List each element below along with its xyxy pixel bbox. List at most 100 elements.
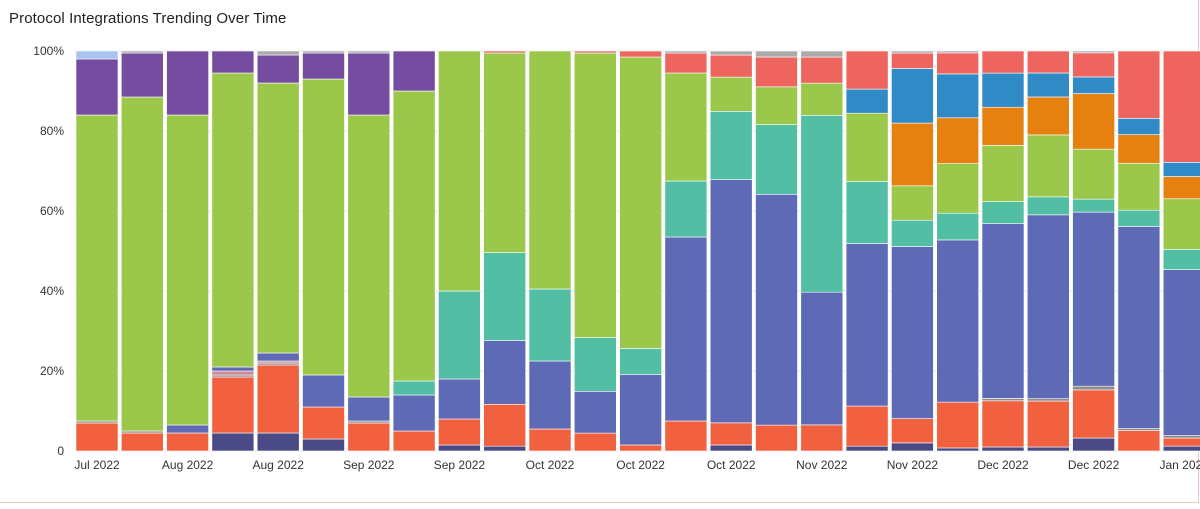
bar-segment-series-orange[interactable]	[981, 106, 1025, 146]
bar-segment-series-teal[interactable]	[800, 115, 844, 293]
bar-segment-series-dark-purple[interactable]	[936, 447, 980, 452]
bar-segment-series-blue[interactable]	[1162, 269, 1200, 436]
bar-segment-series-top-grey[interactable]	[1072, 50, 1115, 54]
bar-segment-series-blue[interactable]	[981, 223, 1025, 399]
bar-segment-series-blue[interactable]	[256, 352, 300, 362]
bar-segment-series-teal[interactable]	[981, 201, 1025, 224]
bar-segment-series-top-grey[interactable]	[256, 50, 300, 56]
bar-segment-series-top-grey[interactable]	[800, 50, 844, 58]
bar-segment-series-teal[interactable]	[619, 348, 662, 375]
bar-segment-series-grey[interactable]	[1072, 385, 1115, 391]
bar-segment-series-dark-purple[interactable]	[891, 442, 934, 452]
bar-segment-series-red[interactable]	[392, 430, 436, 452]
bar-segment-series-green[interactable]	[121, 96, 164, 432]
bar-segment-series-green[interactable]	[302, 78, 345, 376]
bar-segment-series-red[interactable]	[483, 403, 527, 447]
bar-segment-series-red[interactable]	[75, 422, 119, 452]
bar-segment-series-green[interactable]	[936, 163, 980, 214]
bar-segment-series-red[interactable]	[1162, 437, 1200, 447]
bar-segment-series-top-grey[interactable]	[347, 50, 391, 54]
bar-segment-series-blue[interactable]	[709, 179, 753, 424]
bar-segment-series-dark-purple[interactable]	[1027, 446, 1070, 452]
bar-segment-series-dark-purple[interactable]	[438, 444, 481, 452]
bar-segment-series-blue[interactable]	[800, 291, 844, 426]
bar-segment-series-red[interactable]	[709, 422, 753, 446]
bar-segment-series-red[interactable]	[1072, 389, 1115, 439]
bar-segment-series-teal[interactable]	[1162, 249, 1200, 270]
bar-segment-series-dark-purple[interactable]	[1162, 445, 1200, 452]
bar-segment-series-green[interactable]	[664, 72, 708, 182]
bar-segment-series-blue[interactable]	[845, 243, 889, 407]
bar-segment-series-dark-purple[interactable]	[1072, 437, 1115, 452]
bar-segment-series-grey[interactable]	[1117, 428, 1161, 431]
bar-segment-series-teal[interactable]	[936, 212, 980, 241]
bar-segment-series-cyan-blue[interactable]	[1162, 162, 1200, 177]
bar-segment-series-purple[interactable]	[121, 52, 164, 98]
bar-segment-series-red[interactable]	[573, 432, 617, 452]
bar-segment-series-cyan-blue[interactable]	[1027, 72, 1070, 98]
bar-segment-series-coral[interactable]	[1117, 50, 1161, 119]
bar-segment-series-blue[interactable]	[664, 236, 708, 422]
bar-segment-series-cyan-blue[interactable]	[891, 68, 934, 124]
bar-segment-series-top-grey[interactable]	[302, 50, 345, 54]
bar-segment-series-coral[interactable]	[936, 52, 980, 75]
bar-segment-series-teal[interactable]	[573, 337, 617, 392]
bar-segment-series-teal[interactable]	[392, 380, 436, 396]
bar-segment-series-dark-purple[interactable]	[709, 444, 753, 452]
bar-segment-series-dark-purple[interactable]	[256, 432, 300, 452]
bar-segment-series-blue[interactable]	[1072, 211, 1115, 387]
bar-segment-series-coral[interactable]	[1027, 50, 1070, 74]
bar-segment-series-red[interactable]	[1117, 430, 1161, 452]
bar-segment-series-red[interactable]	[528, 428, 572, 452]
bar-segment-series-green[interactable]	[800, 82, 844, 116]
bar-segment-series-teal[interactable]	[1117, 209, 1161, 227]
bar-segment-series-green[interactable]	[166, 114, 209, 426]
bar-segment-series-orange[interactable]	[936, 117, 980, 164]
bar-segment-series-green[interactable]	[1117, 162, 1161, 211]
bar-segment-series-coral[interactable]	[981, 50, 1025, 74]
bar-segment-series-purple[interactable]	[75, 58, 119, 116]
bar-segment-series-blue[interactable]	[573, 390, 617, 434]
bar-segment-series-top-grey[interactable]	[936, 50, 980, 54]
bar-segment-series-dark-purple[interactable]	[211, 432, 255, 452]
bar-segment-series-blue[interactable]	[166, 424, 209, 434]
bar-segment-series-green[interactable]	[845, 112, 889, 182]
bar-segment-series-red[interactable]	[211, 376, 255, 434]
bar-segment-series-green[interactable]	[256, 82, 300, 354]
bar-segment-series-coral[interactable]	[1072, 52, 1115, 78]
bar-segment-series-cyan-blue[interactable]	[936, 73, 980, 119]
bar-segment-series-red[interactable]	[256, 364, 300, 434]
bar-segment-series-green[interactable]	[392, 90, 436, 382]
bar-segment-series-red[interactable]	[845, 405, 889, 447]
bar-segment-series-blue[interactable]	[392, 394, 436, 432]
bar-segment-series-red[interactable]	[438, 418, 481, 446]
bar-segment-series-red[interactable]	[121, 432, 164, 452]
bar-segment-series-green[interactable]	[891, 185, 934, 221]
bar-segment-series-red[interactable]	[1027, 400, 1070, 448]
bar-segment-series-teal[interactable]	[1072, 198, 1115, 213]
bar-segment-series-red[interactable]	[981, 400, 1025, 448]
bar-segment-series-top-grey[interactable]	[709, 50, 753, 56]
bar-segment-series-teal[interactable]	[528, 288, 572, 362]
bar-segment-series-green[interactable]	[211, 72, 255, 368]
bar-segment-series-red[interactable]	[891, 418, 934, 444]
bar-segment-series-teal[interactable]	[1027, 196, 1070, 216]
bar-segment-series-teal[interactable]	[709, 111, 753, 180]
bar-segment-series-purple[interactable]	[392, 50, 436, 92]
bar-segment-series-red[interactable]	[664, 420, 708, 452]
bar-segment-series-blue[interactable]	[438, 378, 481, 420]
bar-segment-series-purple[interactable]	[302, 52, 345, 80]
bar-segment-series-dark-purple[interactable]	[483, 445, 527, 452]
bar-segment-series-coral[interactable]	[755, 56, 798, 88]
bar-segment-series-green[interactable]	[709, 76, 753, 112]
bar-segment-series-green[interactable]	[528, 50, 572, 290]
bar-segment-series-red[interactable]	[936, 401, 980, 449]
bar-segment-series-teal[interactable]	[755, 124, 798, 195]
bar-segment-series-green[interactable]	[1027, 134, 1070, 198]
bar-segment-series-blue[interactable]	[936, 239, 980, 403]
bar-segment-series-grey[interactable]	[1162, 435, 1200, 439]
bar-segment-series-coral[interactable]	[891, 52, 934, 69]
bar-segment-series-cyan-blue[interactable]	[1072, 76, 1115, 94]
bar-segment-series-orange[interactable]	[1117, 134, 1161, 164]
bar-segment-series-purple[interactable]	[166, 50, 209, 116]
